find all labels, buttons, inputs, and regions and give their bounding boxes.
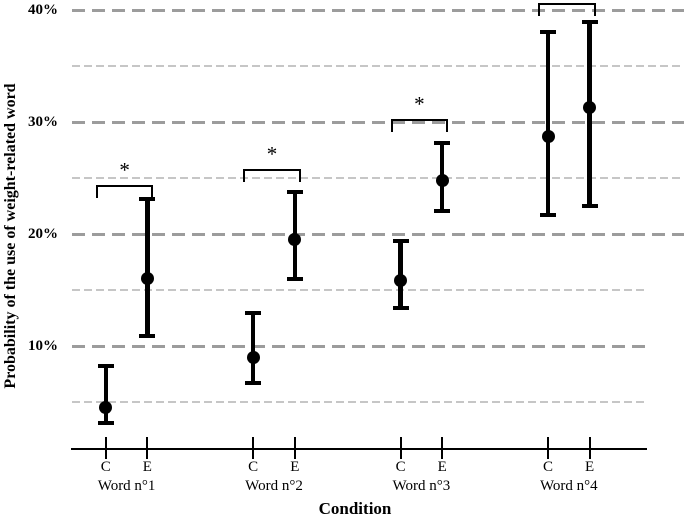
significance-bracket [538, 2, 596, 16]
data-point [435, 173, 449, 187]
error-bar-cap-top [434, 141, 451, 146]
data-point [288, 233, 302, 247]
group-label: Word n°1 [97, 478, 156, 494]
data-point [583, 100, 597, 114]
group-label: Word n°2 [245, 478, 303, 494]
error-bar [587, 22, 592, 207]
error-bar [545, 32, 551, 216]
group-label: Word n°4 [539, 478, 598, 494]
error-bar [103, 366, 109, 424]
error-bar-cap-top [392, 238, 409, 243]
error-bar-cap-top [581, 20, 598, 25]
error-bar-cap-bottom [392, 306, 409, 311]
minor-gridline [72, 289, 646, 292]
error-bar-cap-top [286, 189, 303, 194]
significance-bracket [390, 118, 449, 132]
y-tick-label: 20% [28, 226, 58, 243]
minor-gridline [72, 65, 684, 68]
x-axis-tick [441, 437, 444, 459]
significance-asterisk: * [414, 91, 425, 116]
error-bar-cap-bottom [139, 334, 156, 339]
condition-tick-label: C [248, 459, 259, 475]
error-bar [250, 312, 256, 384]
x-axis-tick [293, 437, 296, 459]
major-gridline [72, 345, 646, 349]
error-bar-cap-bottom [286, 276, 303, 281]
x-axis-title: Condition [318, 499, 392, 518]
data-point [394, 273, 408, 287]
error-bar-cap-top [97, 364, 114, 369]
error-bar-cap-bottom [245, 381, 262, 386]
minor-gridline [72, 177, 684, 180]
major-gridline [72, 121, 684, 125]
condition-tick-label: E [585, 459, 595, 475]
major-gridline [72, 9, 684, 12]
significance-bracket [95, 184, 154, 198]
error-bar-cap-top [245, 310, 262, 315]
condition-tick-label: E [142, 459, 152, 475]
x-axis-tick [588, 437, 591, 459]
error-bar-cap-bottom [434, 208, 451, 213]
error-bar-cap-bottom [581, 204, 598, 209]
x-axis-line [71, 448, 647, 450]
significance-asterisk: * [266, 142, 278, 167]
group-label: Word n°3 [392, 478, 451, 494]
x-axis-tick [104, 437, 107, 459]
significance-bracket [243, 169, 301, 183]
data-point [140, 272, 154, 286]
error-bar [145, 199, 150, 337]
condition-tick-label: C [100, 459, 111, 475]
data-point [541, 130, 555, 144]
data-point [99, 401, 113, 415]
error-bar-cap-top [540, 30, 556, 35]
significance-asterisk: * [119, 157, 130, 182]
x-axis-tick [399, 437, 402, 459]
condition-tick-label: C [542, 459, 553, 475]
data-point [246, 350, 260, 364]
condition-tick-label: C [395, 459, 406, 475]
x-axis-tick [547, 437, 549, 459]
major-gridline [72, 233, 684, 237]
y-tick-label: 40% [28, 2, 58, 18]
minor-gridline [72, 401, 646, 404]
x-axis-tick [146, 437, 149, 459]
x-axis-tick [252, 437, 255, 459]
y-tick-label: 30% [28, 114, 58, 131]
condition-tick-label: E [290, 459, 300, 475]
y-tick-label: 10% [28, 338, 58, 355]
error-bar-cap-bottom [540, 213, 556, 218]
condition-tick-label: E [437, 459, 447, 475]
error-bar-cap-top [139, 197, 156, 202]
error-bar-cap-bottom [97, 421, 114, 426]
